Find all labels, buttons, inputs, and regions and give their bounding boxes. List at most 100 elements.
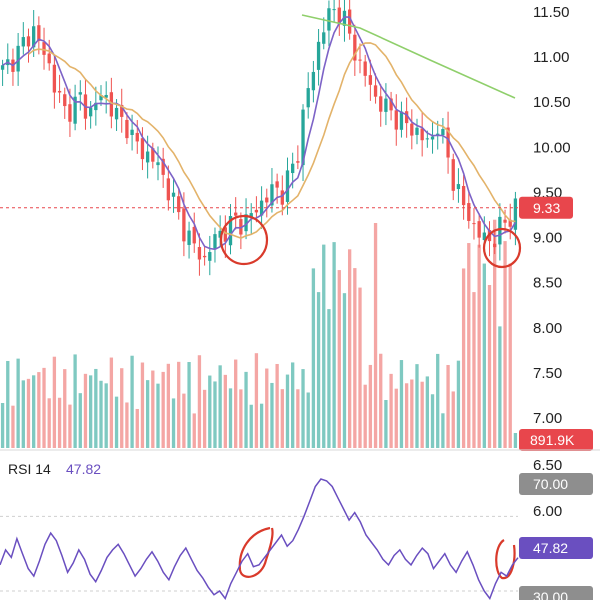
volume-bar: [316, 292, 321, 448]
volume-bar: [156, 383, 160, 448]
candle-body: [42, 42, 46, 55]
rsi-value-badge-label: 47.82: [533, 540, 568, 556]
volume-bar: [11, 405, 15, 448]
candle-body: [353, 34, 357, 61]
volume-bar: [420, 381, 424, 448]
candle-body: [306, 88, 310, 108]
volume-bar: [472, 292, 476, 448]
volume-bar: [467, 243, 471, 448]
current-price-label: 9.33: [533, 200, 560, 216]
candle-body: [322, 32, 326, 44]
candle-body: [145, 151, 150, 163]
candle-body: [57, 90, 62, 93]
candle-body: [228, 216, 233, 246]
volume-bar: [0, 403, 5, 448]
volume-bar: [213, 381, 217, 448]
volume-bar: [259, 403, 264, 448]
candle-body: [265, 197, 269, 203]
candle-body: [399, 111, 404, 130]
candle-body: [436, 133, 440, 136]
candle-body: [47, 53, 51, 64]
candle-body: [104, 94, 108, 98]
volume-bar: [358, 287, 362, 448]
candle-body: [151, 148, 155, 162]
candle-body: [88, 107, 93, 117]
candle-body: [187, 230, 191, 245]
rsi-level-label: 30.00: [533, 589, 568, 600]
price-axis: 11.5011.0010.5010.009.509.008.508.007.50…: [533, 4, 571, 427]
candle-body: [446, 127, 450, 158]
candle-body: [68, 104, 72, 122]
volume-bar: [192, 413, 196, 448]
rsi-panel: RSI 14 47.82 6.50 70.00 6.00 47.82 30.00: [0, 457, 593, 600]
volume-bar: [109, 357, 114, 448]
volume-bar: [270, 382, 274, 448]
candle-body: [415, 127, 419, 135]
annotation-circle: [482, 227, 522, 269]
candle-body: [296, 161, 300, 163]
volume-bar: [63, 369, 67, 448]
candle-body: [94, 102, 98, 111]
volume-label: 891.9K: [530, 432, 575, 448]
volume-bar: [353, 268, 357, 448]
candle-body: [301, 109, 305, 166]
candle-body: [16, 45, 20, 72]
candle-body: [192, 226, 196, 244]
candle-body: [202, 255, 207, 258]
volume-bar: [135, 408, 139, 448]
candle-body: [394, 110, 398, 130]
volume-bar: [26, 378, 31, 448]
volume-bar: [21, 380, 25, 448]
volume-bar: [6, 360, 10, 448]
volume-bar: [410, 379, 414, 448]
volume-bar: [513, 433, 518, 448]
price-tick-label: 9.00: [533, 230, 562, 247]
volume-bar: [384, 400, 388, 448]
volume-bar: [389, 373, 393, 448]
candle-body: [161, 158, 165, 175]
candle-body: [239, 219, 243, 235]
candle-body: [384, 98, 388, 112]
candle-body: [508, 219, 512, 227]
candle-body: [430, 136, 435, 140]
rsi-level-badge: [519, 473, 593, 495]
volume-bar: [151, 370, 155, 448]
volume-bar: [120, 368, 124, 448]
price-tick-label: 11.50: [533, 4, 569, 21]
volume-bar: [451, 391, 455, 448]
volume-bar: [145, 380, 150, 448]
volume-bar: [296, 389, 300, 448]
volume-bar: [73, 354, 77, 448]
candle-body: [259, 200, 264, 216]
volume-bar: [202, 389, 207, 448]
volume-bar: [254, 353, 259, 448]
volume-bar: [280, 389, 284, 448]
volume-bar: [461, 268, 466, 448]
volume-bar: [379, 353, 383, 448]
volume-bar: [301, 369, 305, 448]
candle-body: [78, 92, 82, 95]
volume-bar: [342, 293, 347, 448]
volume-bar: [249, 404, 253, 448]
candle-body: [311, 71, 316, 91]
current-price-badge: [519, 196, 573, 219]
volume-bar: [239, 389, 243, 448]
volume-bar: [446, 364, 450, 448]
volume-bar: [57, 397, 62, 448]
candle-body: [493, 243, 497, 248]
volume-bar: [52, 356, 57, 448]
candle-body: [156, 162, 160, 166]
candle-body: [425, 138, 430, 140]
volume-bar: [265, 368, 269, 448]
volume-bar: [487, 285, 492, 448]
candle-body: [316, 41, 321, 70]
ma-fast-line: [2, 16, 517, 251]
volume-bar: [83, 373, 88, 448]
rsi-value: 47.82: [66, 461, 101, 477]
candle-body: [120, 104, 124, 117]
candle-body: [503, 219, 507, 223]
candle-body: [332, 9, 336, 11]
volume-bar: [425, 376, 430, 448]
candle-body: [135, 132, 139, 142]
